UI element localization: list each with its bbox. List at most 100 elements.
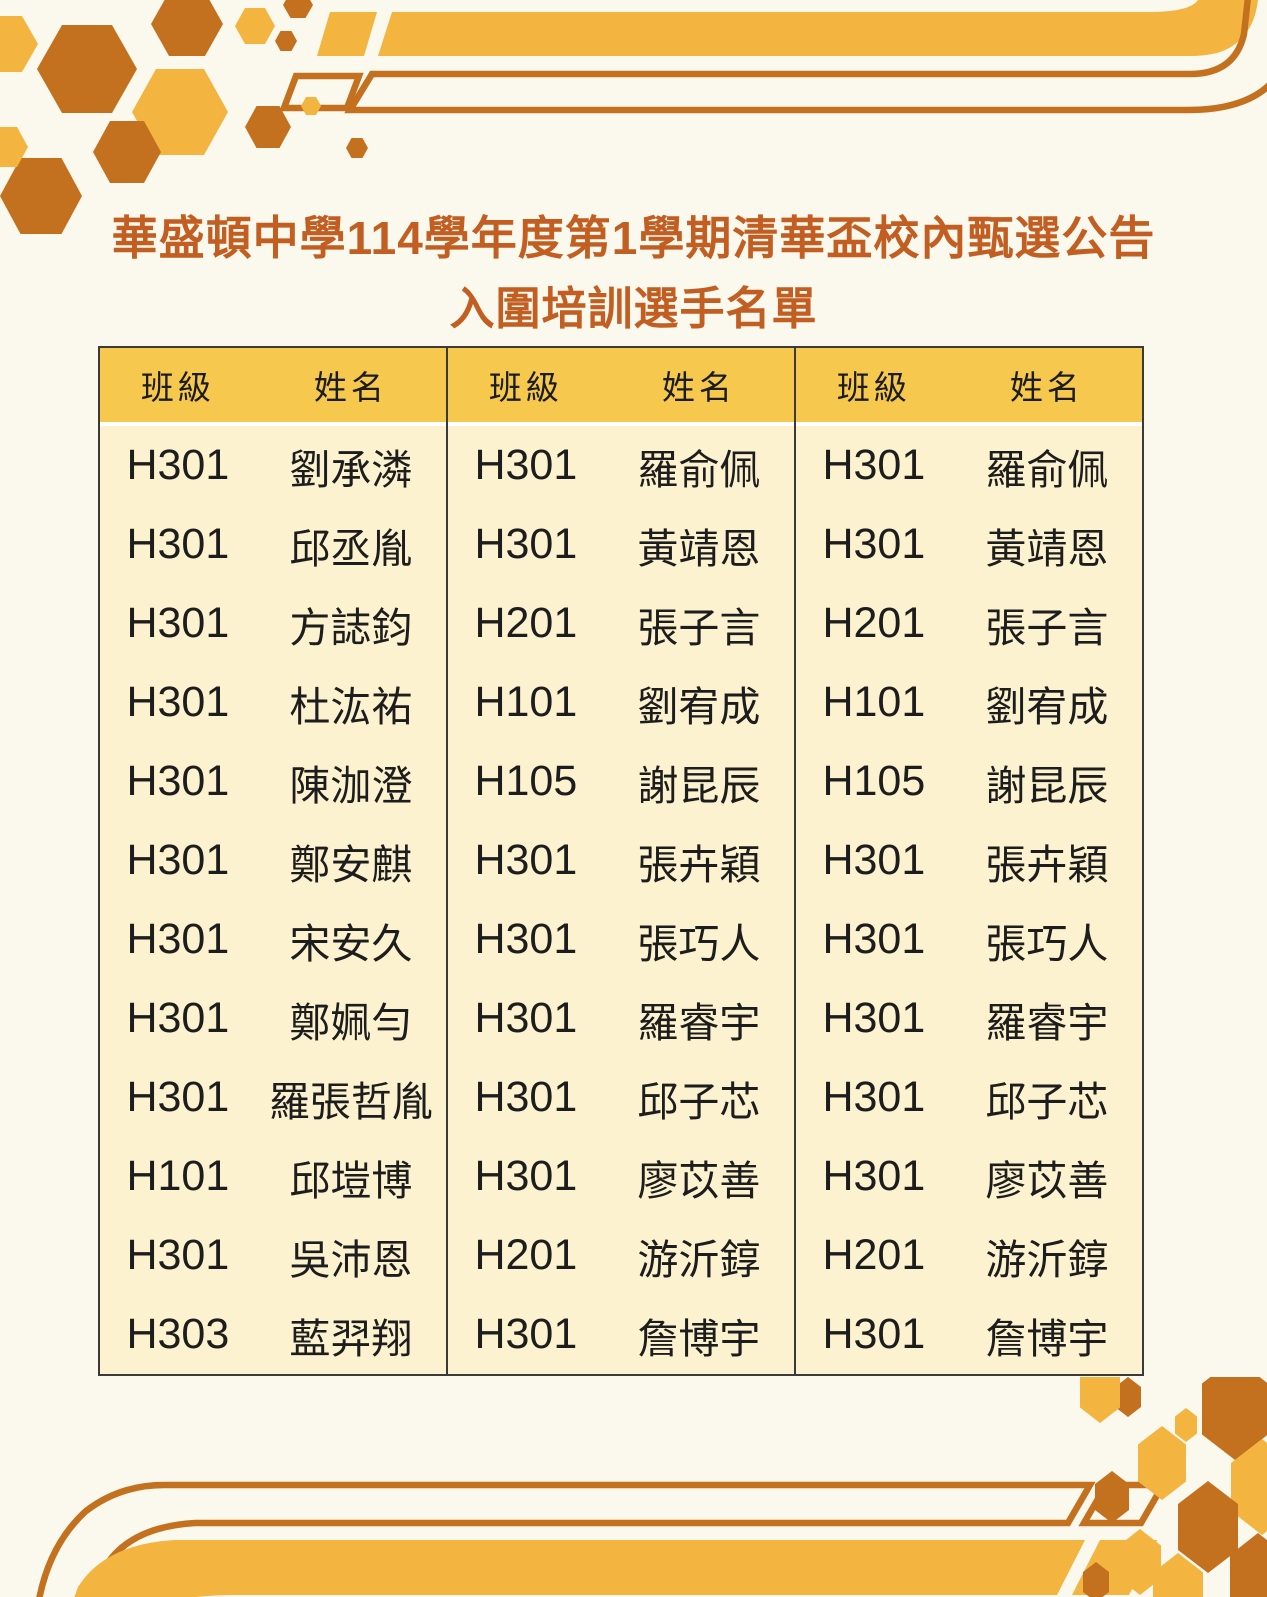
table-header-row: 班級 姓名 bbox=[448, 348, 794, 426]
roster-table: 班級 姓名 H301 劉承潾 H301 邱丞胤 H301 方誌鈞 H301 杜汯祐 H301 陳泇澄 H… bbox=[98, 346, 1144, 1376]
table-row: H301 羅俞佩 bbox=[796, 426, 1142, 505]
table-row: H301 張巧人 bbox=[448, 900, 794, 979]
hexagon-shape bbox=[132, 69, 228, 155]
table-row: H301 黃靖恩 bbox=[796, 505, 1142, 584]
hexagon-shape bbox=[1083, 1562, 1109, 1597]
table-row: H301 羅俞佩 bbox=[448, 426, 794, 505]
class-cell: H301 bbox=[126, 678, 230, 726]
hexagon-shape bbox=[235, 8, 275, 44]
hexagon-shape bbox=[1178, 1481, 1238, 1573]
hexagon-shape bbox=[1119, 1529, 1161, 1595]
name-cell: 鄭姵勻 bbox=[289, 999, 413, 1046]
class-cell: H301 bbox=[126, 994, 230, 1042]
table-row: H301 鄭姵勻 bbox=[100, 979, 446, 1058]
bottom-decoration bbox=[36, 1377, 1267, 1597]
table-row: H201 張子言 bbox=[796, 584, 1142, 663]
name-cell: 劉宥成 bbox=[637, 683, 761, 730]
top-band-outline bbox=[279, 0, 1267, 114]
class-cell: H105 bbox=[822, 757, 926, 805]
class-cell: H301 bbox=[126, 1231, 230, 1279]
table-row: H301 張巧人 bbox=[796, 900, 1142, 979]
table-row: H303 藍羿翔 bbox=[100, 1295, 446, 1374]
table-row: H201 游沂錞 bbox=[796, 1216, 1142, 1295]
hexagon-shape bbox=[301, 97, 321, 115]
roster-column: 班級 姓名 H301 劉承潾 H301 邱丞胤 H301 方誌鈞 H301 杜汯祐 H301 陳泇澄 H… bbox=[100, 348, 446, 1374]
class-cell: H201 bbox=[474, 1231, 578, 1279]
table-row: H201 游沂錞 bbox=[448, 1216, 794, 1295]
table-row: H301 方誌鈞 bbox=[100, 584, 446, 663]
bottom-band-outline bbox=[36, 1481, 1169, 1597]
name-cell: 謝昆辰 bbox=[985, 762, 1109, 809]
name-cell: 張巧人 bbox=[985, 920, 1109, 967]
class-cell: H301 bbox=[126, 1073, 230, 1121]
class-cell: H301 bbox=[474, 994, 578, 1042]
table-row: H101 劉宥成 bbox=[448, 663, 794, 742]
table-row: H301 廖苡善 bbox=[448, 1137, 794, 1216]
class-cell: H301 bbox=[474, 1310, 578, 1358]
table-row: H105 謝昆辰 bbox=[796, 742, 1142, 821]
name-cell: 羅俞佩 bbox=[637, 446, 761, 493]
hexagon-shape bbox=[0, 127, 28, 167]
name-cell: 廖苡善 bbox=[637, 1157, 761, 1204]
class-cell: H301 bbox=[474, 520, 578, 568]
name-cell: 藍羿翔 bbox=[289, 1315, 413, 1362]
class-cell: H301 bbox=[822, 441, 926, 489]
name-cell: 謝昆辰 bbox=[637, 762, 761, 809]
top-band-gold bbox=[317, 0, 1258, 56]
page-title: 華盛頓中學114學年度第1學期清華盃校內甄選公告 bbox=[111, 212, 1156, 264]
table-row: H301 詹博宇 bbox=[796, 1295, 1142, 1374]
class-cell: H101 bbox=[474, 678, 578, 726]
name-cell: 黃靖恩 bbox=[985, 525, 1109, 572]
table-row: H301 張卉穎 bbox=[796, 821, 1142, 900]
hexagon-shape bbox=[245, 106, 291, 148]
name-cell: 游沂錞 bbox=[637, 1236, 761, 1283]
name-cell: 廖苡善 bbox=[985, 1157, 1109, 1204]
class-cell: H301 bbox=[474, 1073, 578, 1121]
class-cell: H303 bbox=[126, 1310, 230, 1358]
table-row: H301 杜汯祐 bbox=[100, 663, 446, 742]
class-cell: H301 bbox=[822, 836, 926, 884]
hexagon-shape bbox=[1202, 1377, 1267, 1460]
hexagon-shape bbox=[1231, 1439, 1267, 1535]
hexagon-shape bbox=[0, 16, 38, 72]
class-cell: H301 bbox=[822, 915, 926, 963]
roster-column: 班級 姓名 H301 羅俞佩 H301 黃靖恩 H201 張子言 H101 劉宥成 H105 謝昆辰 H… bbox=[446, 348, 794, 1374]
class-cell: H301 bbox=[126, 915, 230, 963]
name-cell: 黃靖恩 bbox=[637, 525, 761, 572]
hexagon-shape bbox=[1115, 1377, 1141, 1417]
name-cell: 劉宥成 bbox=[985, 683, 1109, 730]
name-cell: 劉承潾 bbox=[289, 446, 413, 493]
name-cell: 詹博宇 bbox=[637, 1315, 761, 1362]
table-row: H301 陳泇澄 bbox=[100, 742, 446, 821]
class-cell: H301 bbox=[126, 520, 230, 568]
class-cell: H301 bbox=[822, 1152, 926, 1200]
table-row: H301 羅張哲胤 bbox=[100, 1058, 446, 1137]
table-row: H301 張卉穎 bbox=[448, 821, 794, 900]
hexagon-shape bbox=[275, 31, 297, 51]
name-cell: 陳泇澄 bbox=[289, 762, 413, 809]
class-cell: H301 bbox=[822, 994, 926, 1042]
class-cell: H301 bbox=[126, 599, 230, 647]
class-cell: H105 bbox=[474, 757, 578, 805]
table-header-row: 班級 姓名 bbox=[100, 348, 446, 426]
name-cell: 方誌鈞 bbox=[289, 604, 413, 651]
name-cell: 張巧人 bbox=[637, 920, 761, 967]
table-row: H301 廖苡善 bbox=[796, 1137, 1142, 1216]
class-cell: H301 bbox=[474, 915, 578, 963]
table-row: H101 邱塏博 bbox=[100, 1137, 446, 1216]
table-row: H101 劉宥成 bbox=[796, 663, 1142, 742]
hexagon-cluster-top-left bbox=[0, 0, 368, 234]
class-header: 班級 bbox=[836, 368, 911, 407]
class-cell: H301 bbox=[474, 836, 578, 884]
name-cell: 張子言 bbox=[637, 604, 761, 651]
class-cell: H301 bbox=[822, 1073, 926, 1121]
hexagon-cluster-bottom-right bbox=[1080, 1377, 1267, 1597]
name-cell: 張子言 bbox=[985, 604, 1109, 651]
hexagon-shape bbox=[1095, 1471, 1129, 1523]
name-cell: 邱子芯 bbox=[637, 1078, 761, 1125]
hexagon-shape bbox=[151, 0, 223, 56]
name-header: 姓名 bbox=[661, 368, 736, 407]
class-cell: H201 bbox=[474, 599, 578, 647]
roster-column: 班級 姓名 H301 羅俞佩 H301 黃靖恩 H201 張子言 H101 劉宥成 H105 謝昆辰 H… bbox=[794, 348, 1142, 1374]
